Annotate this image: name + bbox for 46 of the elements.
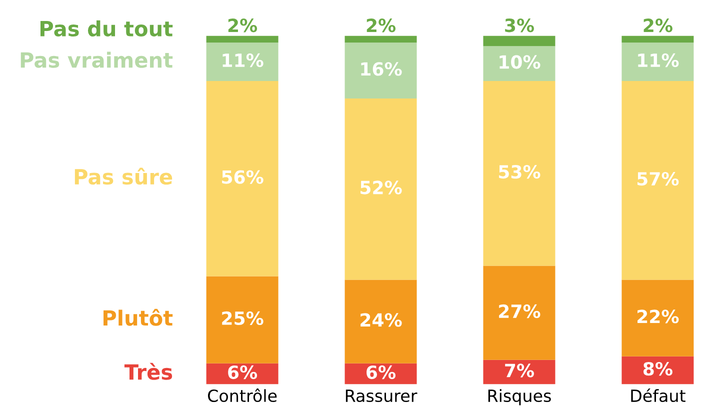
data-label: 25% (222, 311, 264, 326)
data-label: 27% (499, 304, 540, 318)
series-label: Pas vraiment (20, 52, 173, 68)
bar (483, 81, 556, 266)
data-label: 2% (228, 18, 258, 32)
bar (206, 276, 278, 364)
bar (344, 36, 417, 43)
x-tick-label: Contrôle (208, 388, 277, 402)
bar (622, 36, 694, 43)
bar (344, 42, 417, 98)
bar (622, 280, 694, 356)
bar (483, 46, 556, 82)
data-label: 56% (222, 170, 264, 184)
bar (344, 280, 417, 364)
x-tick-label: Défaut (631, 388, 686, 402)
series-label: Pas sûre (74, 168, 172, 185)
bar (344, 98, 417, 280)
data-label: 53% (499, 164, 540, 179)
data-label: 6% (228, 365, 258, 380)
data-label: 57% (637, 172, 679, 186)
data-label: 16% (361, 62, 402, 76)
bar (483, 266, 556, 360)
bar (622, 81, 694, 280)
data-label: 52% (360, 180, 402, 194)
bar (483, 36, 556, 46)
data-label: 22% (638, 310, 679, 324)
x-tick-label: Risques (488, 389, 551, 406)
bar (206, 81, 278, 276)
data-label: 6% (366, 365, 396, 380)
x-tick-label: Rassurer (346, 390, 418, 402)
bar (206, 42, 278, 82)
data-label: 8% (643, 362, 672, 376)
data-label: 10% (500, 55, 540, 69)
data-label: 3% (505, 18, 534, 32)
series-label: Très (124, 362, 172, 380)
series-label: Plutôt (104, 308, 173, 326)
data-label: 7% (505, 364, 534, 378)
data-label: 2% (366, 18, 396, 32)
bar (483, 360, 556, 384)
data-label: 11% (638, 53, 679, 68)
bar (206, 36, 278, 43)
data-label: 24% (360, 313, 402, 327)
series-label: Pas du tout (40, 20, 173, 37)
data-label: 2% (644, 18, 672, 32)
bar (622, 42, 694, 82)
data-label: 11% (222, 53, 264, 68)
